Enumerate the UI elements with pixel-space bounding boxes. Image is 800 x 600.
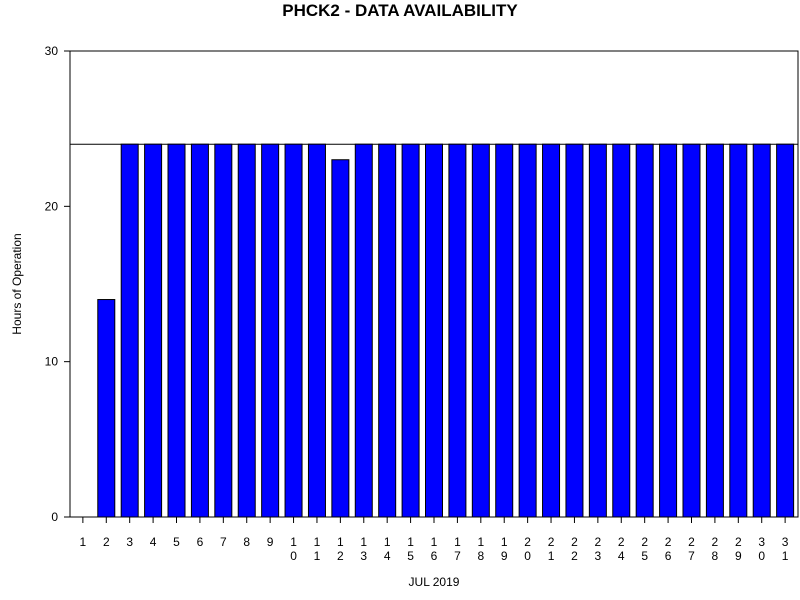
- x-axis-label: JUL 2019: [409, 575, 460, 589]
- bar-8: [237, 143, 256, 518]
- x-tick-label: 8: [243, 535, 250, 549]
- bar-6: [190, 143, 209, 518]
- x-tick-label: 6: [197, 535, 204, 549]
- y-axis: 0 10 20 30: [45, 44, 70, 524]
- bar-11: [307, 143, 326, 518]
- y-axis-label: Hours of Operation: [10, 233, 24, 334]
- chart-title: PHCK2 - DATA AVAILABILITY: [282, 1, 518, 20]
- bar-4: [144, 143, 163, 518]
- y-tick-label: 0: [51, 510, 58, 524]
- x-tick-label: 5: [173, 535, 180, 549]
- bar-2: [97, 299, 116, 518]
- x-tick-label: 7: [220, 535, 227, 549]
- bar-17: [448, 143, 467, 518]
- x-tick-label: 3: [126, 535, 133, 549]
- bar-12: [331, 159, 350, 518]
- bar-16: [425, 143, 443, 518]
- bar-21: [542, 143, 561, 518]
- x-tick-label: 1: [80, 535, 87, 549]
- bar-5: [167, 143, 186, 518]
- bars-group: [97, 143, 795, 518]
- bar-15: [401, 143, 420, 518]
- bar-29: [729, 143, 748, 518]
- y-tick-label: 10: [45, 355, 59, 369]
- bar-14: [378, 143, 397, 518]
- x-tick-label: 2: [103, 535, 110, 549]
- bar-20: [518, 143, 537, 518]
- y-tick-label: 30: [45, 44, 59, 58]
- bar-28: [705, 143, 724, 518]
- bar-3: [120, 143, 139, 518]
- bar-25: [635, 143, 654, 518]
- bar-27: [682, 143, 701, 518]
- bar-18: [471, 143, 490, 518]
- bar-26: [659, 143, 678, 518]
- bar-23: [588, 143, 607, 518]
- y-tick-label: 20: [45, 199, 59, 213]
- bar-31: [776, 143, 795, 518]
- bar-24: [612, 143, 631, 518]
- x-axis: 1 2 3 4 5 6 7 8 9 1 01 11 21 31 41 51 61 71 81 92 02 12 22 32 42…: [80, 517, 789, 563]
- bar-13: [354, 143, 373, 518]
- x-tick-label: 4: [150, 535, 157, 549]
- bar-22: [565, 143, 584, 518]
- bar-7: [214, 143, 233, 518]
- bar-30: [752, 143, 771, 518]
- bar-19: [495, 143, 514, 518]
- x-tick-label: 9: [267, 535, 274, 549]
- bar-10: [284, 143, 303, 518]
- bar-9: [261, 143, 280, 518]
